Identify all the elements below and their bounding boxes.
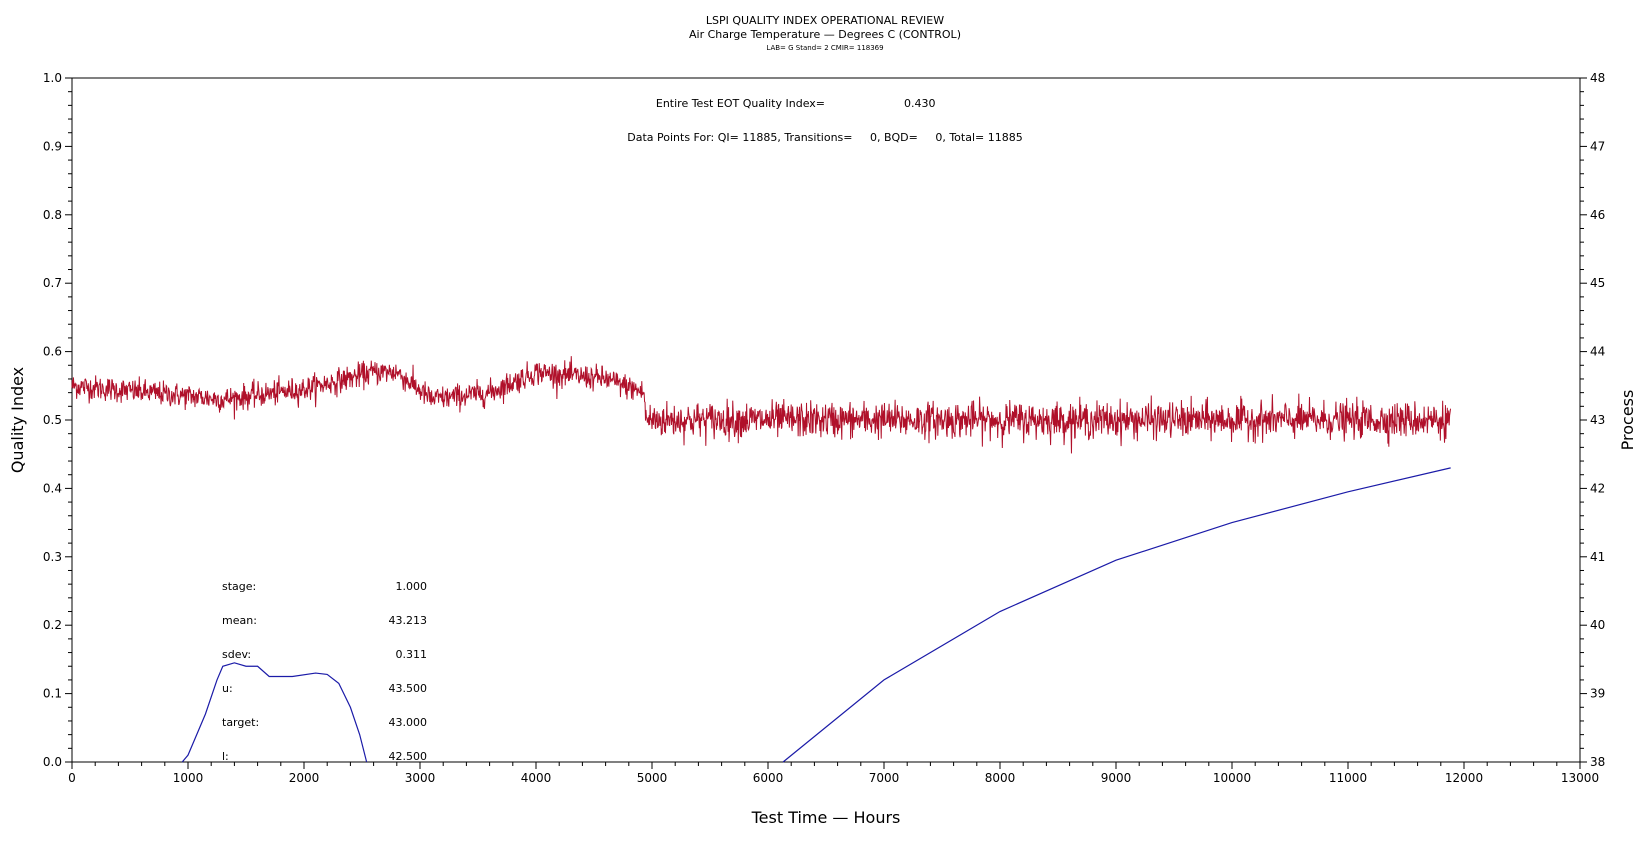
stat-value: 43.000 <box>389 716 428 729</box>
y-tick-label: 0.6 <box>43 345 62 359</box>
y2-tick-label: 44 <box>1590 345 1605 359</box>
y-tick-label: 0.3 <box>43 550 62 564</box>
series-distribution-line <box>181 662 368 763</box>
x-tick-label: 10000 <box>1213 771 1251 785</box>
stat-label: target: <box>222 716 259 729</box>
chart-subtitle: Air Charge Temperature — Degrees C (CONT… <box>689 28 961 41</box>
stat-value: 42.500 <box>389 750 428 763</box>
x-tick-label: 5000 <box>637 771 668 785</box>
stat-value: 43.213 <box>389 614 428 627</box>
y-tick-label: 0.1 <box>43 687 62 701</box>
x-tick-label: 3000 <box>405 771 436 785</box>
stat-label: l: <box>222 750 229 763</box>
x-tick-label: 12000 <box>1445 771 1483 785</box>
y2-tick-label: 40 <box>1590 618 1605 632</box>
x-tick-label: 6000 <box>753 771 784 785</box>
y-axis-left: 0.0 0.1 0.2 0.3 0.4 0.5 0.6 0.7 0.8 0.9 1.0 <box>43 71 72 769</box>
y-tick-label: 0.0 <box>43 755 62 769</box>
y2-tick-label: 39 <box>1590 687 1605 701</box>
y2-tick-label: 41 <box>1590 550 1605 564</box>
y2-tick-label: 38 <box>1590 755 1605 769</box>
y-axis-right: 38 39 40 41 42 43 44 45 46 47 48 <box>1580 71 1605 769</box>
y-tick-label: 1.0 <box>43 71 62 85</box>
y-axis-label: Quality Index <box>8 367 27 473</box>
y-tick-label: 0.8 <box>43 208 62 222</box>
stat-value: 1.000 <box>396 580 428 593</box>
chart-title: LSPI QUALITY INDEX OPERATIONAL REVIEW <box>706 14 944 27</box>
x-tick-label: 2000 <box>289 771 320 785</box>
x-tick-label: 1000 <box>173 771 204 785</box>
y-tick-label: 0.7 <box>43 276 62 290</box>
y2-axis-label: Process <box>1618 390 1637 451</box>
x-axis-label: Test Time — Hours <box>751 808 901 827</box>
y2-tick-label: 45 <box>1590 276 1605 290</box>
stat-value: 43.500 <box>389 682 428 695</box>
y2-tick-label: 47 <box>1590 139 1605 153</box>
chart-subtitle-2: LAB= G Stand= 2 CMIR= 118369 <box>766 44 883 52</box>
x-axis: 0 1000 2000 3000 4000 5000 6000 7000 8000 9000 100… <box>68 762 1599 785</box>
x-tick-label: 0 <box>68 771 76 785</box>
y2-tick-label: 46 <box>1590 208 1605 222</box>
x-tick-label: 13000 <box>1561 771 1599 785</box>
series-process-line <box>71 356 1452 454</box>
x-tick-label: 8000 <box>985 771 1016 785</box>
x-tick-label: 11000 <box>1329 771 1367 785</box>
stat-label: stage: <box>222 580 256 593</box>
data-points-line: Data Points For: QI= 11885, Transitions=… <box>627 131 1022 144</box>
y2-tick-label: 43 <box>1590 413 1605 427</box>
y-tick-label: 0.5 <box>43 413 62 427</box>
stat-label: sdev: <box>222 648 251 661</box>
y2-tick-label: 48 <box>1590 71 1605 85</box>
y2-tick-label: 42 <box>1590 481 1605 495</box>
stats-block: stage: 1.000 mean: 43.213 sdev: 0.311 u:… <box>222 580 427 763</box>
x-tick-label: 4000 <box>521 771 552 785</box>
y-tick-label: 0.2 <box>43 618 62 632</box>
stat-label: mean: <box>222 614 257 627</box>
x-tick-label: 9000 <box>1101 771 1132 785</box>
eot-quality-value: 0.430 <box>904 97 936 110</box>
x-tick-label: 7000 <box>869 771 900 785</box>
y-tick-label: 0.4 <box>43 481 62 495</box>
y-tick-label: 0.9 <box>43 139 62 153</box>
stat-value: 0.311 <box>396 648 428 661</box>
stat-label: u: <box>222 682 233 695</box>
eot-quality-label: Entire Test EOT Quality Index= <box>656 97 825 110</box>
series-eot-quality-line <box>782 467 1451 763</box>
